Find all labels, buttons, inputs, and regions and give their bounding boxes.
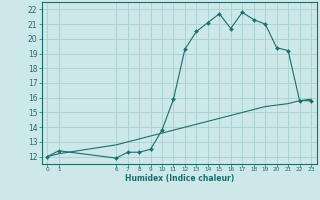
X-axis label: Humidex (Indice chaleur): Humidex (Indice chaleur): [124, 174, 234, 183]
